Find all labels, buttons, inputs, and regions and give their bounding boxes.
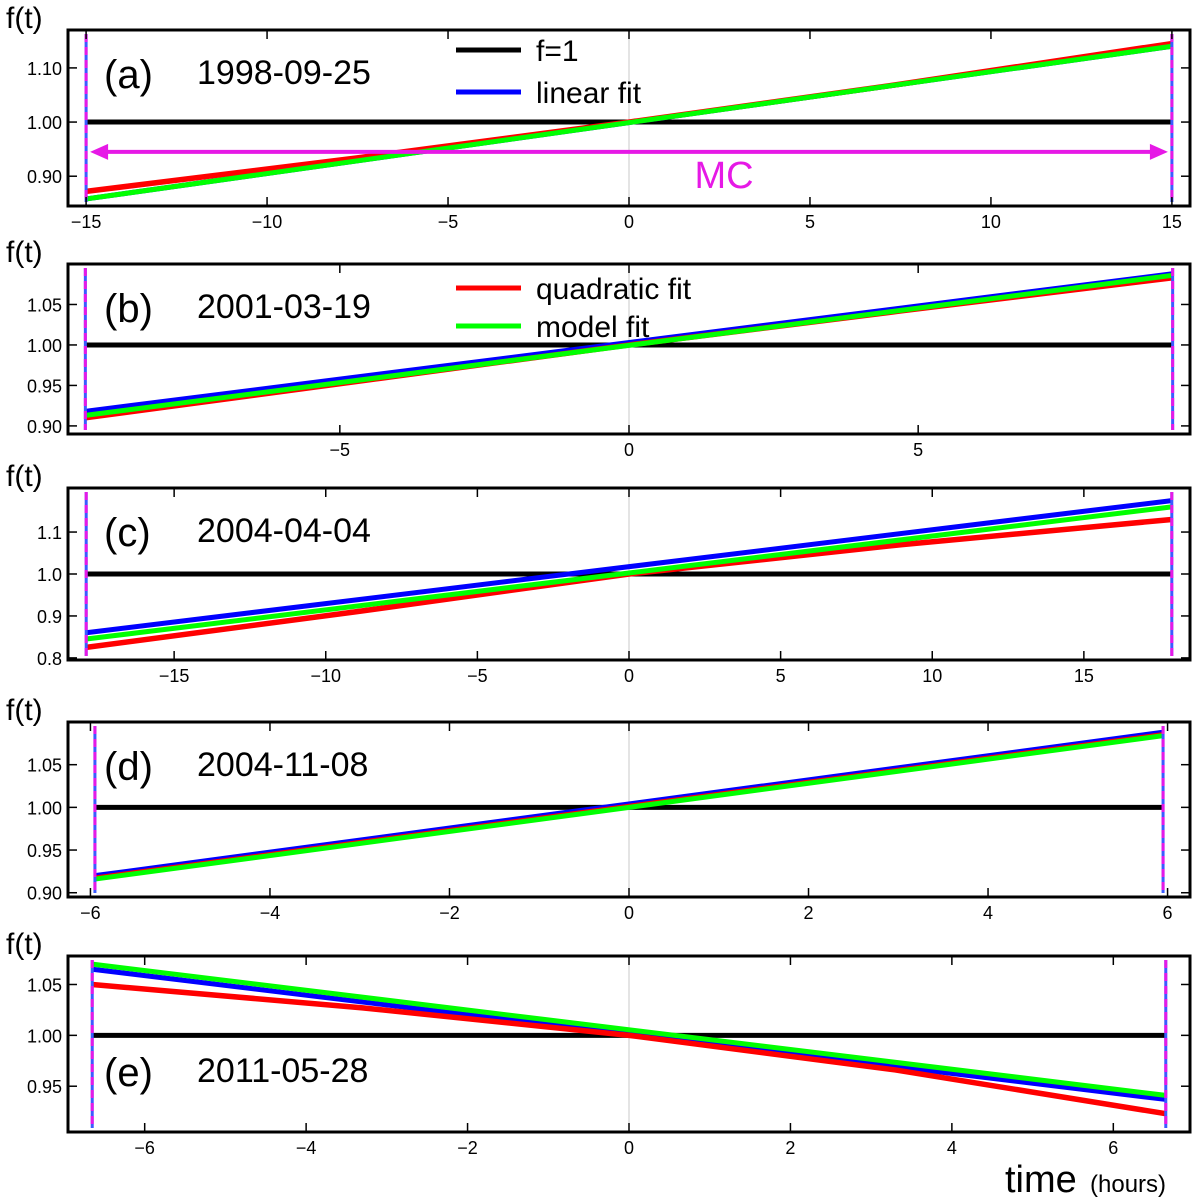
panel-a-xtick-label: −5 (438, 212, 459, 232)
panel-d-date: 2004-11-08 (197, 746, 368, 784)
mc-label: MC (694, 155, 753, 197)
panel-e-xtick-label: −6 (134, 1138, 155, 1158)
panel-a-xtick-label: 15 (1162, 212, 1182, 232)
panel-e-xtick-label: −4 (296, 1138, 317, 1158)
panel-c-series-model-fit (85, 504, 1173, 642)
panel-d-xtick-label: 0 (624, 903, 634, 923)
panel-b-xtick-label: 0 (624, 440, 634, 460)
panel-e-xtick-label: 2 (785, 1138, 795, 1158)
panel-a-plot (84, 30, 1174, 206)
panel-b-plot (83, 264, 1175, 434)
panel-e-ytick-label: 0.95 (27, 1077, 62, 1097)
panel-c-xtick-label: −15 (159, 666, 190, 686)
panel-e-series-quadratic-fit (91, 981, 1167, 1117)
panel-d-xtick-label: 4 (983, 903, 993, 923)
panel-c-ytick-label: 0.8 (37, 649, 62, 669)
panel-b-xtick-label: 5 (913, 440, 923, 460)
panel-e-plot (90, 956, 1168, 1132)
mc-arrow-left-head (90, 143, 109, 160)
panel-c-ytick-label: 0.9 (37, 607, 62, 627)
panel-d-ytick-label: 0.95 (27, 841, 62, 861)
panel-e-series-model-fit (91, 961, 1167, 1098)
panel-a-xtick-label: 5 (805, 212, 815, 232)
panel-a-xtick-label: −10 (252, 212, 283, 232)
panel-e-xtick-label: 4 (947, 1138, 957, 1158)
panel-c-series-linear-fit (85, 498, 1173, 636)
panel-e-xtick-label: 6 (1108, 1138, 1118, 1158)
panel-e: −6 −4 −2 0 2 4 6 0.95 1.00 1.05 f(t) (e) 2011-05-28 (6, 928, 1192, 1158)
panel-e-xtick-label: −2 (457, 1138, 478, 1158)
panel-d: −6 −4 −2 0 2 4 6 0.90 0.95 1.00 1.05 f(t) (d) 2004-11… (6, 694, 1192, 923)
panel-d-label: (d) (104, 745, 153, 789)
panel-a-xtick-label: 0 (624, 212, 634, 232)
panel-c-ytick-label: 1.0 (37, 565, 62, 585)
panels: MC−15 −10 −5 0 5 10 150.901.001.10f(t)(a) 1998-… (6, 2, 1192, 1158)
panel-c-xtick-label: 5 (776, 666, 786, 686)
panel-e-xtick-label: 0 (624, 1138, 634, 1158)
panel-b-date: 2001-03-19 (197, 288, 371, 326)
panel-e-ytick-label: 1.00 (27, 1026, 62, 1046)
panel-d-xtick-label: 2 (804, 903, 814, 923)
panel-a-ylabel: f(t) (6, 2, 43, 35)
panel-d-xtick-label: −4 (260, 903, 281, 923)
panel-a-ytick-label: 0.90 (27, 167, 62, 187)
panel-d-xtick-label: 6 (1163, 903, 1173, 923)
panel-e-label: (e) (104, 1051, 153, 1095)
panel-a-series-model-fit (85, 43, 1173, 202)
time-axis-unit: (hours) (1090, 1171, 1166, 1198)
panel-a-date: 1998-09-25 (197, 54, 371, 92)
panel-b-ylabel: f(t) (6, 236, 43, 269)
panel-d-plot (93, 722, 1165, 897)
panel-d-series-model-fit (94, 733, 1164, 882)
panel-a-label: (a) (104, 53, 153, 97)
legend-label-quadratic-fit: quadratic fit (536, 273, 692, 306)
legend-label-f-1: f=1 (536, 35, 579, 68)
panel-c-ytick-label: 1.1 (37, 523, 62, 543)
panel-c-ylabel: f(t) (6, 460, 43, 493)
mc-arrow-right-head (1149, 143, 1168, 160)
panel-a-xtick-label: −15 (71, 212, 102, 232)
panel-b-ytick-label: 0.95 (27, 376, 62, 396)
panel-c-xtick-label: −10 (310, 666, 341, 686)
legend-label-linear-fit: linear fit (536, 77, 642, 110)
panel-c: −15 −10 −5 0 5 10 15 0.8 0.9 1.0 1.1 f(t) (c) 2004-04… (6, 460, 1192, 686)
panel-a-ytick-label: 1.10 (27, 59, 62, 79)
panel-b-ytick-label: 0.90 (27, 417, 62, 437)
panel-e-date: 2011-05-28 (197, 1052, 368, 1090)
panel-c-xtick-label: −5 (467, 666, 488, 686)
panel-d-ytick-label: 1.00 (27, 798, 62, 818)
panel-c-xtick-label: 0 (624, 666, 634, 686)
legend: f=1 linear fit quadratic fit model fit (456, 35, 692, 344)
panel-e-ytick-label: 1.05 (27, 975, 62, 995)
panel-b-ytick-label: 1.05 (27, 295, 62, 315)
panel-e-ylabel: f(t) (6, 928, 43, 961)
panel-d-xtick-label: −6 (80, 903, 101, 923)
legend-label-model-fit: model fit (536, 311, 650, 344)
panel-d-ylabel: f(t) (6, 694, 43, 727)
time-axis-label: time (1005, 1159, 1077, 1199)
panel-b-ytick-label: 1.00 (27, 336, 62, 356)
panel-c-plot (84, 488, 1174, 660)
panel-d-ytick-label: 0.90 (27, 884, 62, 904)
panel-b-xtick-label: −5 (330, 440, 351, 460)
panel-c-date: 2004-04-04 (197, 512, 371, 550)
panel-b-label: (b) (104, 287, 153, 331)
panel-a-ytick-label: 1.00 (27, 113, 62, 133)
panel-a: MC −15 −10 −5 0 5 10 15 0.90 1.00 1.10 f(t) (a) 1998-… (6, 2, 1192, 232)
panel-d-xtick-label: −2 (439, 903, 460, 923)
panel-d-ytick-label: 1.05 (27, 756, 62, 776)
panel-a-xtick-label: 10 (981, 212, 1001, 232)
panel-c-xtick-label: 15 (1074, 666, 1094, 686)
panel-b-series-model-fit (85, 272, 1173, 418)
panel-c-xtick-label: 10 (922, 666, 942, 686)
panel-c-label: (c) (104, 511, 151, 555)
panel-b: −5 0 5 0.90 0.95 1.00 1.05 f(t) (b) 2001-03-19 (6, 236, 1192, 460)
